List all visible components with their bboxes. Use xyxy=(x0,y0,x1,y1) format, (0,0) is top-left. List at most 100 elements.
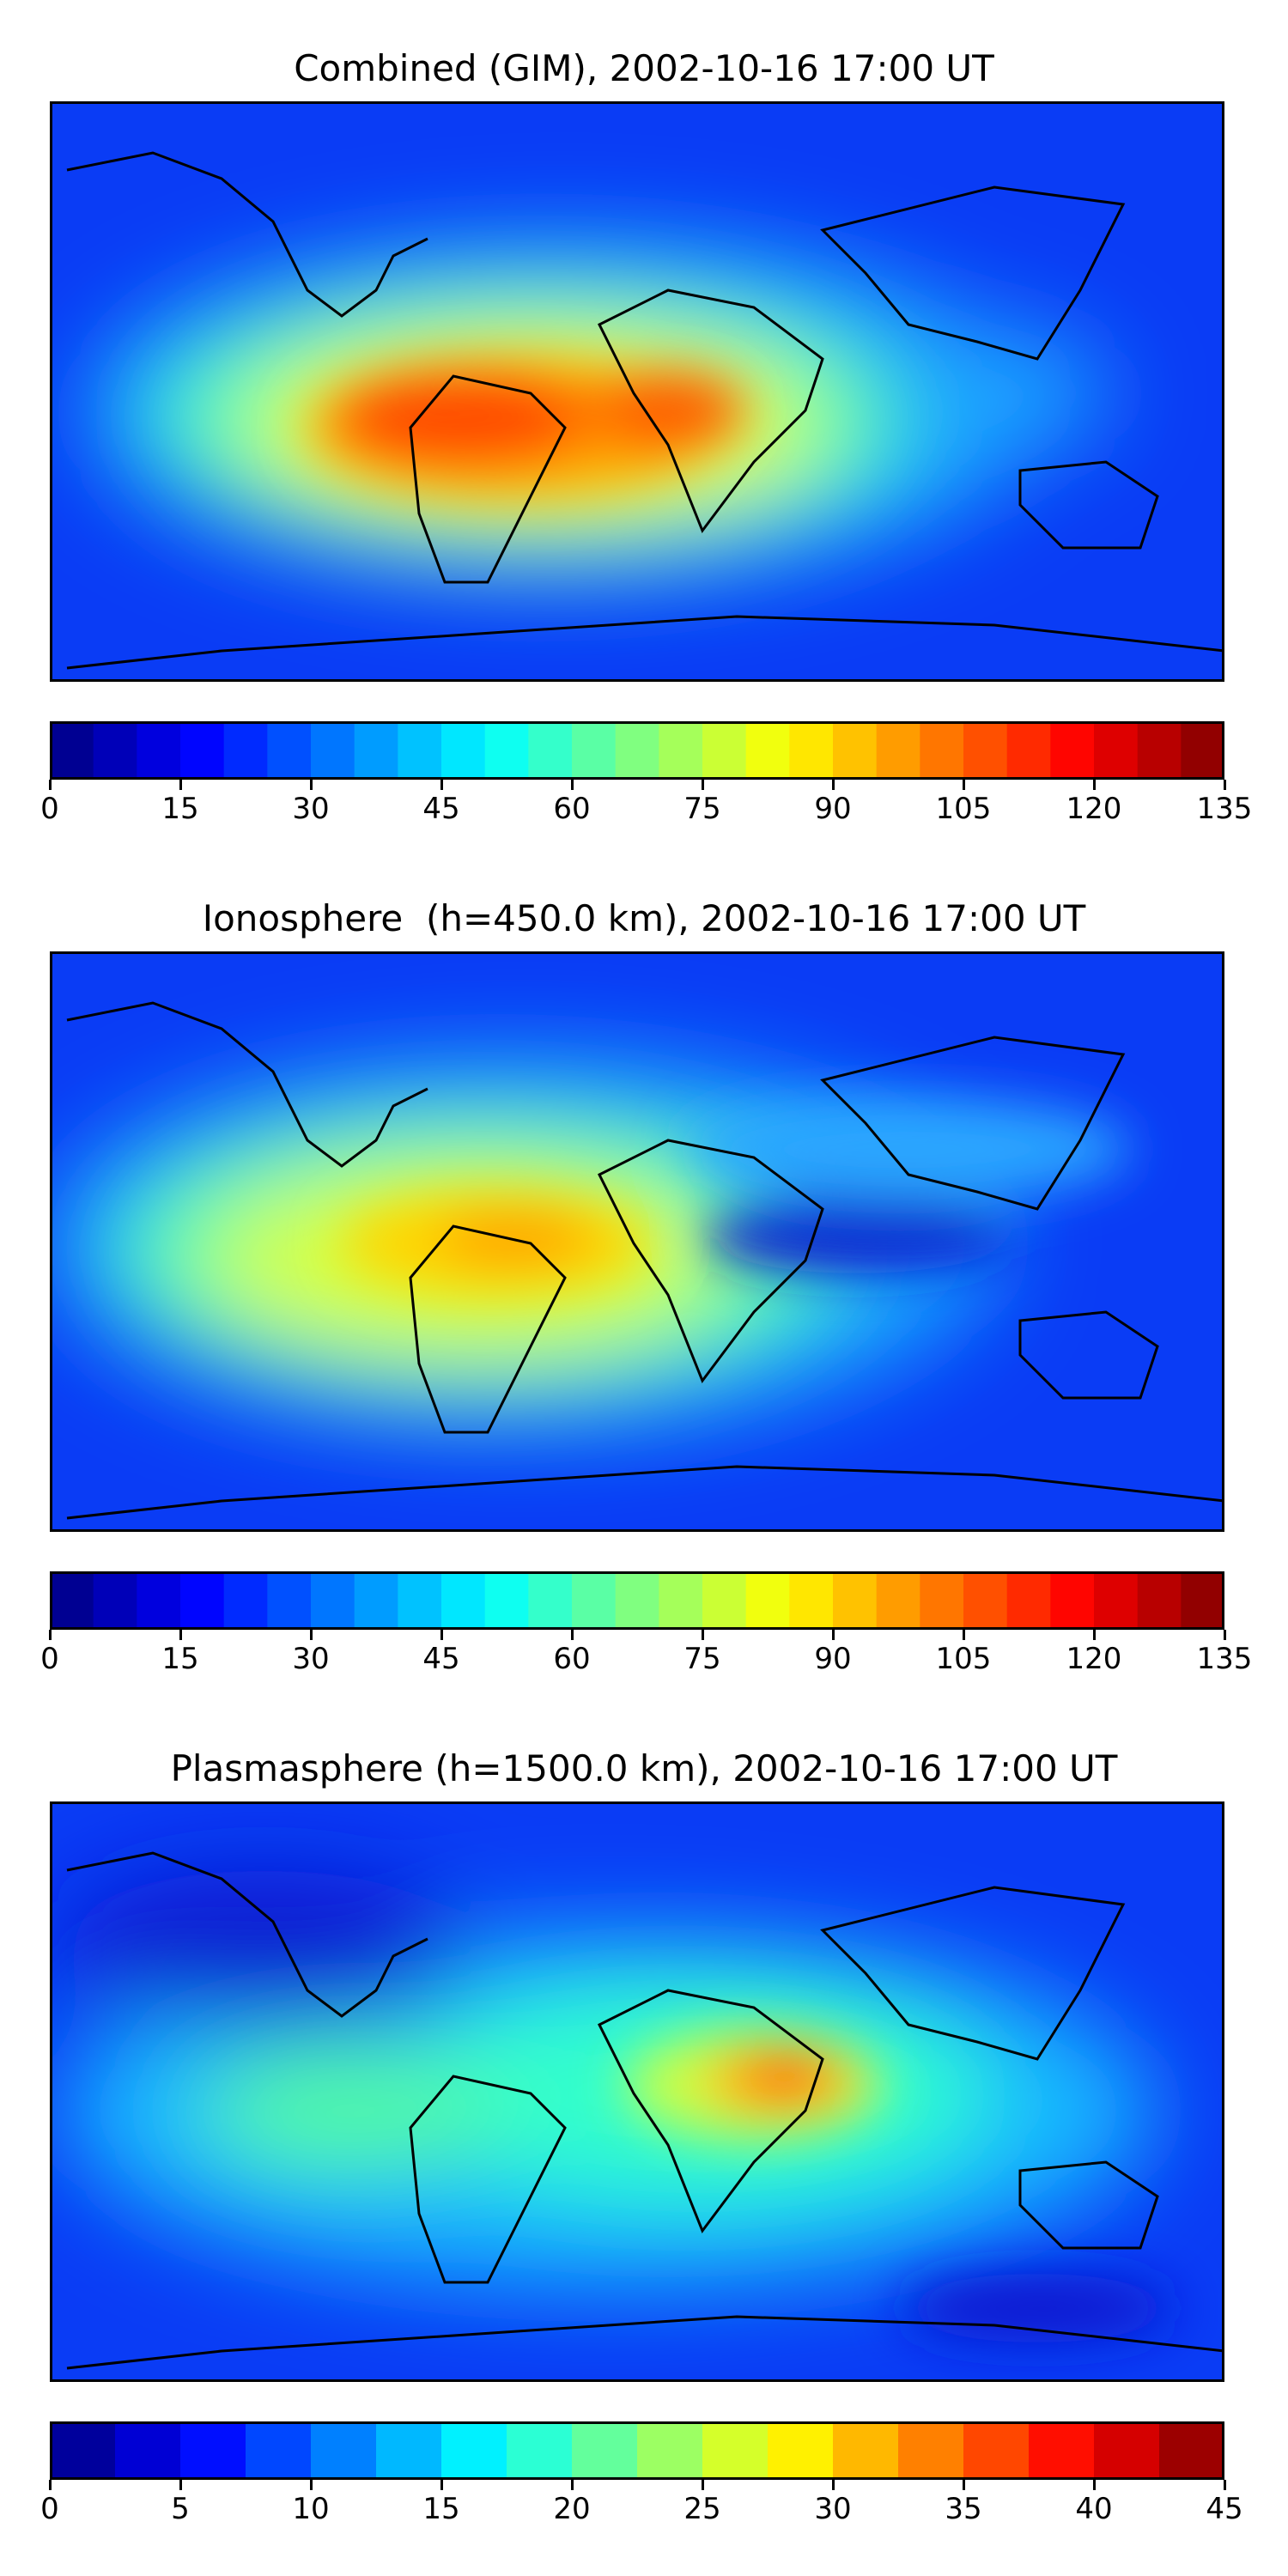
colorbar-level xyxy=(963,2421,1030,2480)
colorbar-tick-label: 45 xyxy=(422,1642,460,1676)
colorbar-tick-label: 45 xyxy=(422,792,460,826)
colorbar-level xyxy=(223,1571,268,1630)
colorbar-level xyxy=(180,1571,225,1630)
colorbar-tick-label: 0 xyxy=(40,1642,59,1676)
colorbar xyxy=(50,721,1224,780)
colorbar-tick-label: 90 xyxy=(814,1642,852,1676)
colorbar-level xyxy=(484,1571,529,1630)
colorbar-tick xyxy=(570,780,574,790)
colorbar-tick xyxy=(309,2480,313,2490)
colorbar-tick-label: 15 xyxy=(161,792,199,826)
colorbar-tick-label: 75 xyxy=(683,1642,721,1676)
colorbar-tick xyxy=(701,780,704,790)
colorbar-level xyxy=(745,721,790,780)
colorbar-level xyxy=(180,2421,246,2480)
colorbar-tick xyxy=(440,1630,443,1640)
tec-map xyxy=(50,951,1224,1532)
panel-ionosphere: Ionosphere (h=450.0 km), 2002-10-16 17:0… xyxy=(40,897,1253,1676)
colorbar-frame xyxy=(50,2421,1224,2480)
coastline xyxy=(66,1001,1224,1520)
colorbar-tick-label: 135 xyxy=(1196,1642,1253,1676)
colorbar-level xyxy=(833,1571,878,1630)
colorbar-level xyxy=(789,1571,834,1630)
colorbar-tick-label: 45 xyxy=(1206,2492,1243,2526)
colorbar-level xyxy=(398,1571,442,1630)
colorbar-level xyxy=(1159,2421,1224,2480)
colorbar-tick xyxy=(831,2480,835,2490)
colorbar-level xyxy=(659,721,703,780)
colorbar-level xyxy=(1029,2421,1095,2480)
colorbar-tick xyxy=(831,780,835,790)
colorbar-level xyxy=(311,1571,355,1630)
colorbar-level xyxy=(615,1571,659,1630)
colorbar-level xyxy=(1137,721,1182,780)
colorbar-level xyxy=(1181,1571,1224,1630)
colorbar-level xyxy=(398,721,442,780)
panel-title: Ionosphere (h=450.0 km), 2002-10-16 17:0… xyxy=(202,897,1086,939)
colorbar-tick-label: 30 xyxy=(292,792,330,826)
colorbar-level xyxy=(137,721,181,780)
colorbar-tick-label: 25 xyxy=(683,2492,721,2526)
colorbar-level xyxy=(768,2421,834,2480)
colorbar-tick xyxy=(1223,1630,1226,1640)
colorbar-level xyxy=(963,1571,1008,1630)
colorbar-tick-label: 120 xyxy=(1066,1642,1122,1676)
colorbar-level xyxy=(876,721,920,780)
colorbar-tick-label: 60 xyxy=(553,792,591,826)
colorbar-level xyxy=(659,1571,703,1630)
colorbar-level xyxy=(702,1571,747,1630)
colorbar-level xyxy=(920,721,964,780)
colorbar-level xyxy=(572,1571,617,1630)
colorbar-tick-label: 120 xyxy=(1066,792,1122,826)
colorbar-level xyxy=(963,721,1008,780)
colorbar-tick xyxy=(962,780,965,790)
colorbar-svg xyxy=(50,2421,1224,2480)
coastline xyxy=(66,151,1224,670)
colorbar-tick-label: 105 xyxy=(935,792,992,826)
colorbar-level xyxy=(1094,721,1139,780)
colorbar-tick-label: 15 xyxy=(422,2492,460,2526)
colorbar-tick-label: 5 xyxy=(171,2492,190,2526)
colorbar-tick xyxy=(179,780,182,790)
colorbar-tick xyxy=(440,2480,443,2490)
colorbar-tick xyxy=(962,2480,965,2490)
colorbar-level xyxy=(745,1571,790,1630)
colorbar-level xyxy=(246,2421,312,2480)
colorbar-level xyxy=(115,2421,181,2480)
panel-title: Combined (GIM), 2002-10-16 17:00 UT xyxy=(294,47,994,89)
colorbar-level xyxy=(1094,1571,1139,1630)
map-ionosphere xyxy=(50,951,1224,1532)
colorbar-level xyxy=(376,2421,442,2480)
colorbar-svg xyxy=(50,1571,1224,1630)
colorbar-tick xyxy=(309,780,313,790)
colorbar-tick-label: 60 xyxy=(553,1642,591,1676)
colorbar-level xyxy=(484,721,529,780)
colorbar-tick xyxy=(48,780,52,790)
map-plasmasphere xyxy=(50,1801,1224,2382)
colorbar-level xyxy=(50,2421,116,2480)
colorbar xyxy=(50,1571,1224,1630)
colorbar-level xyxy=(180,721,225,780)
colorbar-frame xyxy=(50,1571,1224,1630)
colorbar-level xyxy=(93,1571,137,1630)
colorbar-level xyxy=(1050,721,1095,780)
colorbar-level xyxy=(528,1571,573,1630)
colorbar-level xyxy=(1181,721,1224,780)
colorbar-tick xyxy=(48,2480,52,2490)
colorbar-level xyxy=(1137,1571,1182,1630)
colorbar-level xyxy=(354,1571,398,1630)
colorbar-tick-label: 30 xyxy=(292,1642,330,1676)
colorbar-tick xyxy=(1092,1630,1096,1640)
tec-map xyxy=(50,1801,1224,2382)
colorbar-level xyxy=(223,721,268,780)
colorbar-tick xyxy=(1092,2480,1096,2490)
colorbar-level xyxy=(441,721,486,780)
colorbar-tick-label: 15 xyxy=(161,1642,199,1676)
colorbar-level xyxy=(702,2421,769,2480)
colorbar-level xyxy=(876,1571,920,1630)
colorbar-level xyxy=(267,1571,312,1630)
colorbar-tick xyxy=(701,2480,704,2490)
colorbar-tick xyxy=(831,1630,835,1640)
colorbar-tick xyxy=(309,1630,313,1640)
